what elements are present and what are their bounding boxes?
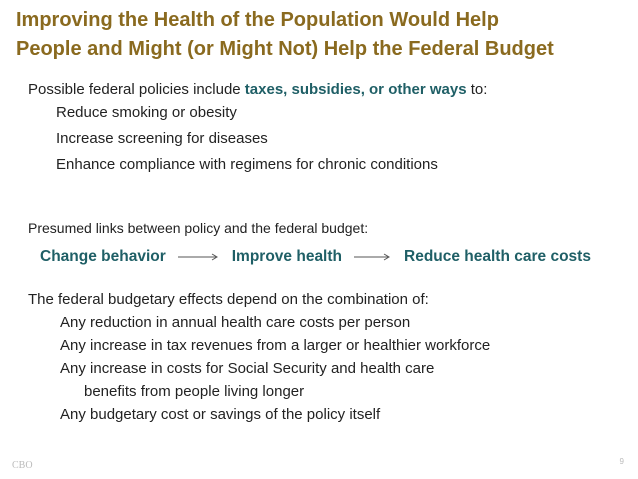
policies-intro: Possible federal policies include taxes,… (28, 80, 487, 100)
effects-heading: The federal budgetary effects depend on … (28, 291, 429, 308)
effect-item: Any increase in tax revenues from a larg… (60, 337, 491, 354)
title-line-2: People and Might (or Might Not) Help the… (16, 38, 554, 60)
footer-cbo-label: CBO (12, 460, 33, 471)
policies-intro-highlight: taxes, subsidies, or other ways (244, 81, 467, 98)
policies-intro-prefix: Possible federal policies include (28, 81, 245, 98)
effects-section: The federal budgetary effects depend on … (28, 288, 490, 426)
policies-list: Reduce smoking or obesity Increase scree… (56, 100, 487, 178)
policies-intro-suffix: to: (466, 81, 488, 98)
page-number: 9 (619, 457, 624, 466)
effects-list: Any reduction in annual health care cost… (60, 311, 490, 426)
flow-step-improve-health: Improve health (231, 248, 342, 265)
policy-budget-flow: Change behavior Improve health Reduce he… (40, 245, 620, 269)
arrow-right-icon (354, 253, 390, 261)
flow-step-reduce-costs: Reduce health care costs (404, 248, 591, 265)
effect-item: Any increase in costs for Social Securit… (60, 360, 435, 377)
arrow-right-icon (177, 253, 218, 261)
title-line-1: Improving the Health of the Population W… (16, 9, 499, 31)
policy-item: Increase screening for diseases (56, 130, 268, 147)
policy-item: Enhance compliance with regimens for chr… (56, 156, 438, 173)
policies-section: Possible federal policies include taxes,… (28, 80, 487, 178)
slide-title: Improving the Health of the Population W… (16, 6, 626, 64)
links-heading: Presumed links between policy and the fe… (28, 220, 369, 236)
effect-item: Any reduction in annual health care cost… (60, 314, 411, 331)
effect-item-continuation: benefits from people living longer (84, 383, 305, 400)
flow-step-change-behavior: Change behavior (40, 248, 166, 265)
policy-item: Reduce smoking or obesity (56, 104, 237, 121)
effect-item: Any budgetary cost or savings of the pol… (60, 406, 381, 423)
